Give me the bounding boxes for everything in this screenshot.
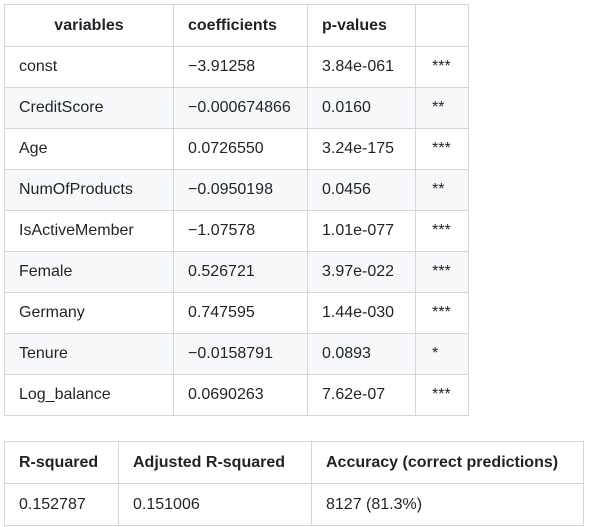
header-r-squared: R-squared [4, 441, 119, 484]
coefficient-cell: 0.747595 [173, 292, 308, 334]
table-row: CreditScore −0.000674866 0.0160 ** [4, 87, 469, 129]
header-variables: variables [4, 4, 174, 47]
header-accuracy: Accuracy (correct predictions) [311, 441, 584, 484]
coefficient-cell: 0.526721 [173, 251, 308, 293]
table-row: const −3.91258 3.84e-061 *** [4, 46, 469, 88]
table-row: Female 0.526721 3.97e-022 *** [4, 251, 469, 293]
p-value-cell: 1.01e-077 [307, 210, 416, 252]
model-fit-table: R-squared Adjusted R-squared Accuracy (c… [4, 441, 584, 526]
variable-cell: Log_balance [4, 374, 174, 416]
variable-cell: Germany [4, 292, 174, 334]
p-value-cell: 1.44e-030 [307, 292, 416, 334]
p-value-cell: 3.24e-175 [307, 128, 416, 170]
coefficient-cell: 0.0726550 [173, 128, 308, 170]
significance-cell: *** [415, 46, 469, 88]
significance-cell: *** [415, 128, 469, 170]
p-value-cell: 0.0893 [307, 333, 416, 375]
significance-cell: * [415, 333, 469, 375]
p-value-cell: 0.0456 [307, 169, 416, 211]
coefficient-cell: −3.91258 [173, 46, 308, 88]
p-value-cell: 3.97e-022 [307, 251, 416, 293]
p-value-cell: 7.62e-07 [307, 374, 416, 416]
adjusted-r-squared-value: 0.151006 [118, 483, 312, 526]
header-significance [415, 4, 469, 47]
table-row: Tenure −0.0158791 0.0893 * [4, 333, 469, 375]
significance-cell: *** [415, 292, 469, 334]
fit-values-row: 0.152787 0.151006 8127 (81.3%) [4, 483, 584, 526]
significance-cell: ** [415, 169, 469, 211]
p-value-cell: 0.0160 [307, 87, 416, 129]
significance-cell: ** [415, 87, 469, 129]
table-row: Age 0.0726550 3.24e-175 *** [4, 128, 469, 170]
header-adjusted-r-squared: Adjusted R-squared [118, 441, 312, 484]
table-row: Log_balance 0.0690263 7.62e-07 *** [4, 374, 469, 416]
accuracy-value: 8127 (81.3%) [311, 483, 584, 526]
r-squared-value: 0.152787 [4, 483, 119, 526]
variable-cell: IsActiveMember [4, 210, 174, 252]
variable-cell: Age [4, 128, 174, 170]
coefficients-header-row: variables coefficients p-values [4, 4, 469, 47]
variable-cell: CreditScore [4, 87, 174, 129]
variable-cell: Female [4, 251, 174, 293]
table-row: NumOfProducts −0.0950198 0.0456 ** [4, 169, 469, 211]
significance-cell: *** [415, 251, 469, 293]
header-coefficients: coefficients [173, 4, 308, 47]
coefficients-table: variables coefficients p-values const −3.… [4, 4, 469, 416]
variable-cell: NumOfProducts [4, 169, 174, 211]
coefficient-cell: 0.0690263 [173, 374, 308, 416]
variable-cell: const [4, 46, 174, 88]
coefficient-cell: −1.07578 [173, 210, 308, 252]
significance-cell: *** [415, 210, 469, 252]
table-row: Germany 0.747595 1.44e-030 *** [4, 292, 469, 334]
significance-cell: *** [415, 374, 469, 416]
table-row: IsActiveMember −1.07578 1.01e-077 *** [4, 210, 469, 252]
coefficient-cell: −0.0158791 [173, 333, 308, 375]
coefficient-cell: −0.000674866 [173, 87, 308, 129]
coefficients-body: const −3.91258 3.84e-061 *** CreditScore −0.0… [4, 46, 469, 416]
p-value-cell: 3.84e-061 [307, 46, 416, 88]
variable-cell: Tenure [4, 333, 174, 375]
coefficient-cell: −0.0950198 [173, 169, 308, 211]
fit-header-row: R-squared Adjusted R-squared Accuracy (c… [4, 441, 584, 484]
header-p-values: p-values [307, 4, 416, 47]
